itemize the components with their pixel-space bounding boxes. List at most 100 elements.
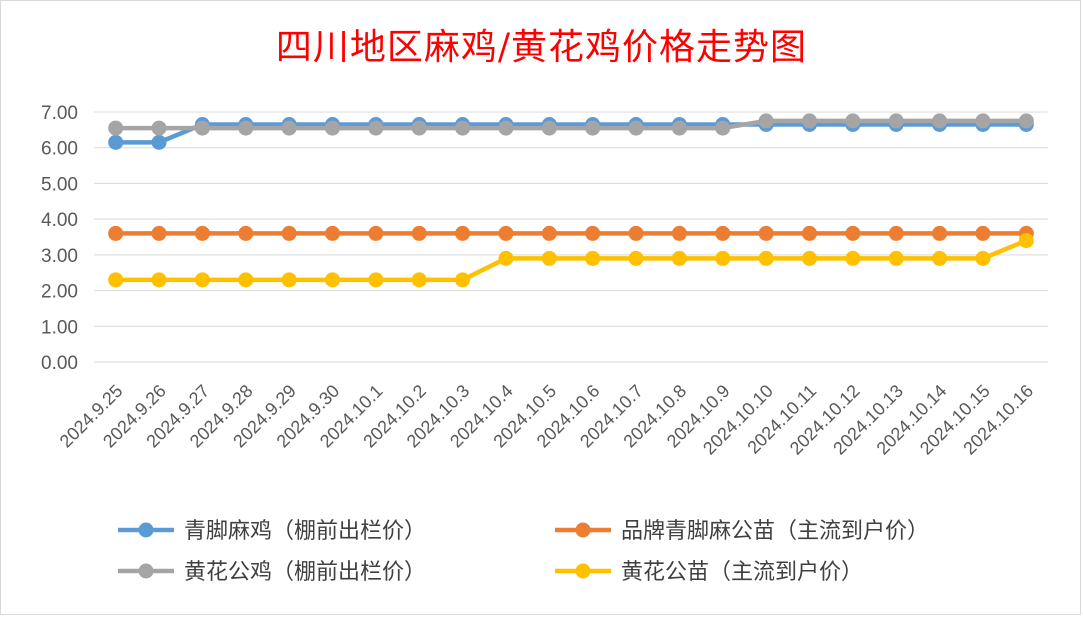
data-point bbox=[671, 120, 687, 136]
data-point bbox=[108, 134, 124, 150]
plot-area bbox=[108, 113, 1034, 288]
data-point bbox=[888, 225, 904, 241]
y-axis-ticks: 0.00 1.00 2.00 3.00 4.00 5.00 6.00 7.00 bbox=[41, 103, 78, 374]
legend-label: 黄花公苗（主流到户价） bbox=[621, 560, 863, 585]
data-point bbox=[194, 120, 210, 136]
legend-item: 黄花公苗（主流到户价） bbox=[555, 560, 863, 585]
legend-swatch-marker bbox=[138, 522, 154, 538]
data-point bbox=[368, 120, 384, 136]
data-point bbox=[845, 225, 861, 241]
series-2 bbox=[108, 113, 1034, 136]
data-point bbox=[325, 272, 340, 288]
data-point bbox=[455, 225, 471, 241]
data-point bbox=[498, 250, 514, 266]
legend-swatch-marker bbox=[575, 563, 591, 579]
data-point bbox=[888, 113, 904, 129]
chart-title: 四川地区麻鸡/黄花鸡价格走势图 bbox=[275, 27, 808, 68]
data-point bbox=[325, 225, 340, 241]
y-tick-label: 1.00 bbox=[41, 317, 78, 338]
data-point bbox=[194, 225, 210, 241]
data-point bbox=[715, 250, 731, 266]
data-point bbox=[108, 120, 124, 136]
data-point bbox=[151, 272, 167, 288]
data-point bbox=[498, 120, 514, 136]
series-line bbox=[115, 122, 1027, 145]
data-point bbox=[715, 225, 731, 241]
data-point bbox=[845, 250, 861, 266]
data-point bbox=[932, 113, 948, 129]
data-point bbox=[108, 225, 124, 241]
data-point bbox=[281, 225, 297, 241]
legend-label: 青脚麻鸡（棚前出栏价） bbox=[184, 519, 426, 544]
data-point bbox=[671, 225, 687, 241]
series-line bbox=[115, 238, 1028, 283]
data-point bbox=[455, 120, 471, 136]
data-point bbox=[411, 272, 427, 288]
data-point bbox=[368, 225, 384, 241]
data-point bbox=[541, 250, 557, 266]
data-point bbox=[628, 250, 644, 266]
legend-item: 品牌青脚麻公苗（主流到户价） bbox=[555, 519, 929, 544]
data-point bbox=[932, 250, 948, 266]
y-tick-label: 7.00 bbox=[41, 103, 78, 124]
data-point bbox=[585, 120, 601, 136]
data-point bbox=[671, 250, 687, 266]
data-point bbox=[281, 120, 297, 136]
data-point bbox=[975, 113, 991, 129]
data-point bbox=[585, 225, 601, 241]
data-point bbox=[802, 225, 817, 241]
gridlines bbox=[94, 111, 1048, 363]
data-point bbox=[932, 225, 948, 241]
data-point bbox=[325, 120, 340, 136]
legend-label: 品牌青脚麻公苗（主流到户价） bbox=[621, 519, 929, 544]
data-point bbox=[628, 225, 644, 241]
y-tick-label: 5.00 bbox=[41, 174, 78, 195]
legend-item: 青脚麻鸡（棚前出栏价） bbox=[118, 519, 426, 544]
y-tick-label: 0.00 bbox=[41, 353, 78, 374]
data-point bbox=[758, 250, 774, 266]
legend-swatch-marker bbox=[138, 563, 154, 579]
data-point bbox=[151, 225, 167, 241]
x-axis-ticks: 2024.9.252024.9.262024.9.272024.9.282024… bbox=[56, 381, 1037, 459]
data-point bbox=[1018, 233, 1034, 249]
data-point bbox=[541, 120, 557, 136]
data-point bbox=[802, 250, 817, 266]
data-point bbox=[498, 225, 514, 241]
legend-item: 黄花公鸡（棚前出栏价） bbox=[118, 560, 426, 585]
series-1 bbox=[108, 225, 1034, 241]
data-point bbox=[108, 272, 124, 288]
data-point bbox=[238, 272, 254, 288]
legend-swatch-marker bbox=[575, 522, 591, 538]
series-line bbox=[115, 118, 1027, 131]
data-point bbox=[541, 225, 557, 241]
legend: 青脚麻鸡（棚前出栏价） 品牌青脚麻公苗（主流到户价） 黄花公鸡（棚前出栏价） 黄花公苗… bbox=[118, 519, 929, 585]
data-point bbox=[802, 113, 817, 129]
data-point bbox=[975, 250, 991, 266]
data-point bbox=[888, 250, 904, 266]
data-point bbox=[151, 134, 167, 150]
data-point bbox=[455, 272, 471, 288]
y-tick-label: 3.00 bbox=[41, 246, 78, 267]
data-point bbox=[628, 120, 644, 136]
data-point bbox=[411, 225, 427, 241]
data-point bbox=[411, 120, 427, 136]
data-point bbox=[281, 272, 297, 288]
y-tick-label: 6.00 bbox=[41, 139, 78, 160]
data-point bbox=[368, 272, 384, 288]
data-point bbox=[151, 120, 167, 136]
data-point bbox=[238, 120, 254, 136]
y-tick-label: 4.00 bbox=[41, 210, 78, 231]
data-point bbox=[1018, 113, 1034, 129]
data-point bbox=[585, 250, 601, 266]
y-tick-label: 2.00 bbox=[41, 282, 78, 303]
data-point bbox=[238, 225, 254, 241]
data-point bbox=[845, 113, 861, 129]
data-point bbox=[758, 113, 774, 129]
data-point bbox=[715, 120, 731, 136]
legend-label: 黄花公鸡（棚前出栏价） bbox=[184, 560, 426, 585]
series-3 bbox=[108, 233, 1034, 288]
data-point bbox=[975, 225, 991, 241]
data-point bbox=[194, 272, 210, 288]
